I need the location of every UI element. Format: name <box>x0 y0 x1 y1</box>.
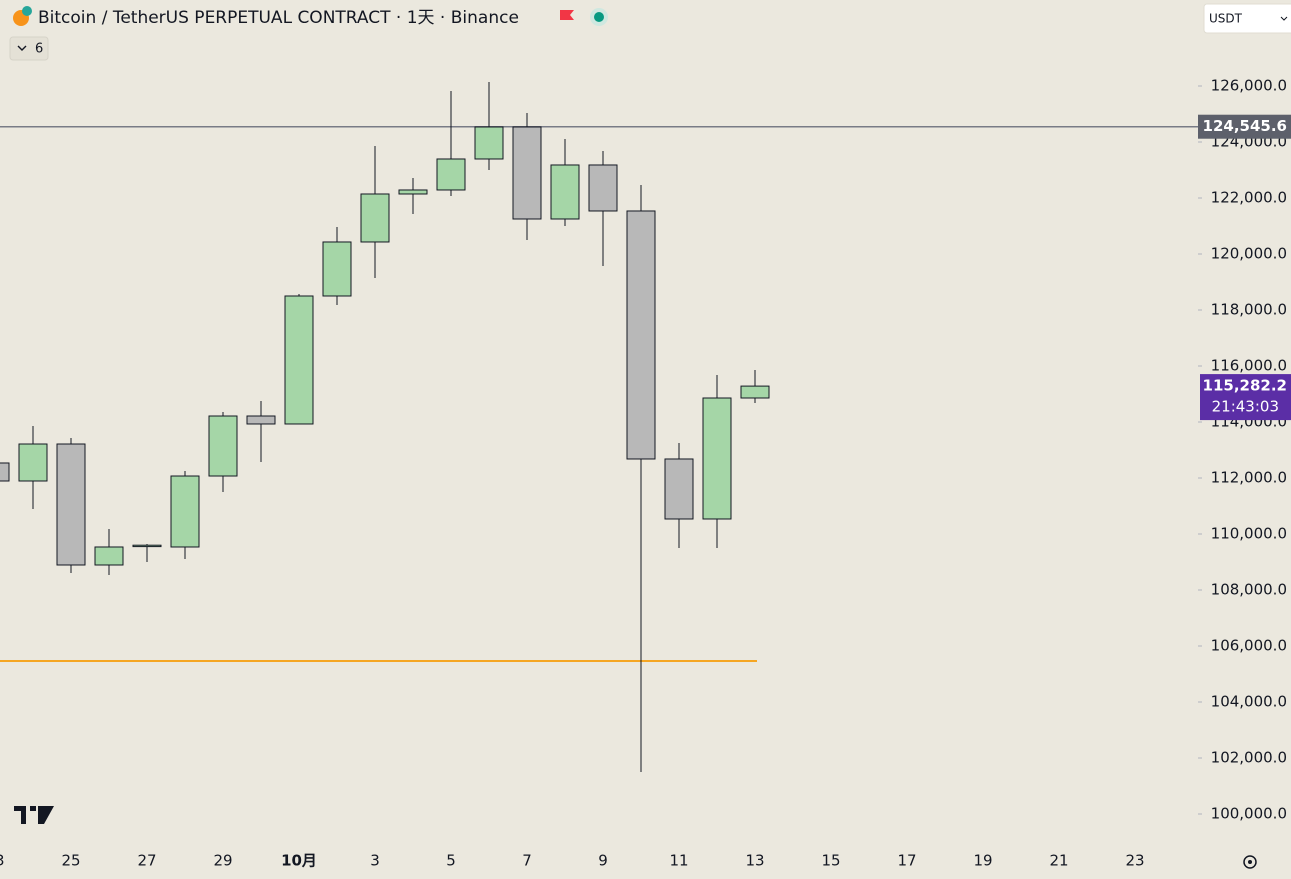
logo[interactable] <box>14 806 54 824</box>
x-tick-label: 25 <box>61 852 80 870</box>
x-tick-label: 21 <box>1049 852 1068 870</box>
y-tick-label: 122,000.0 <box>1211 188 1287 206</box>
candle-body <box>550 164 580 220</box>
y-tick-label: 104,000.0 <box>1211 693 1287 711</box>
candle-body <box>664 458 694 520</box>
x-tick-label: 15 <box>821 852 840 870</box>
y-tick-label: 110,000.0 <box>1211 524 1287 542</box>
chevron <box>17 45 27 51</box>
countdown: 21:43:03 <box>1212 398 1279 416</box>
x-tick-label: 19 <box>973 852 992 870</box>
status-dot <box>594 12 604 22</box>
currency-select[interactable] <box>1203 3 1291 34</box>
x-tick-label: 10月 <box>281 852 317 870</box>
candle-body <box>94 546 124 566</box>
coin-icon-badge <box>22 6 32 16</box>
chevron <box>1280 16 1288 21</box>
y-tick-label: 120,000.0 <box>1211 244 1287 262</box>
x-tick-label: 23 <box>1125 852 1144 870</box>
x-tick-label: 13 <box>745 852 764 870</box>
y-tick-label: 118,000.0 <box>1211 300 1287 318</box>
candle-body <box>322 241 352 297</box>
x-tick-label: 17 <box>897 852 916 870</box>
candle-body <box>170 475 200 548</box>
candle-body <box>436 158 466 191</box>
candle-body <box>0 462 10 482</box>
candle-body <box>588 164 618 212</box>
settings-icon-center <box>1248 860 1252 864</box>
last-price-label: 115,282.2 <box>1203 377 1287 395</box>
candle-body <box>246 415 276 425</box>
x-tick-label: 11 <box>669 852 688 870</box>
candle-body <box>512 126 542 220</box>
indicator-toggle[interactable] <box>9 36 49 61</box>
candle-body <box>208 415 238 477</box>
settings-icon[interactable] <box>1243 855 1257 869</box>
candle-body <box>626 210 656 460</box>
y-tick-label: 112,000.0 <box>1211 468 1287 486</box>
price-line-label: 124,545.6 <box>1203 117 1287 135</box>
candle-body <box>56 443 86 566</box>
plot-area: 23 25 27 29 10月 3 5 7 9 11 13 15 17 19 21 23 <box>0 81 1198 870</box>
y-tick-label: 126,000.0 <box>1211 76 1287 94</box>
x-tick-label: 3 <box>370 852 380 870</box>
candle-body <box>740 385 770 399</box>
x-tick-label: 7 <box>522 852 532 870</box>
candle-body <box>18 443 48 482</box>
indicator-count: 6 <box>35 42 43 57</box>
flag-icon[interactable] <box>560 10 574 20</box>
symbol-title[interactable]: Bitcoin / TetherUS PERPETUAL CONTRACT · … <box>38 8 519 28</box>
candle-body <box>284 295 314 425</box>
candle-body <box>398 189 428 195</box>
y-tick-label: 108,000.0 <box>1211 580 1287 598</box>
x-tick-label: 29 <box>213 852 232 870</box>
y-tick-label: 100,000.0 <box>1211 805 1287 823</box>
last-price-tag <box>1200 374 1291 421</box>
x-tick-label: 23 <box>0 852 5 870</box>
y-tick-label: 116,000.0 <box>1211 356 1287 374</box>
candle-body <box>474 126 504 160</box>
candle-body <box>702 397 732 520</box>
y-tick-label: 106,000.0 <box>1211 637 1287 655</box>
candle-body <box>360 193 390 243</box>
x-tick-label: 9 <box>598 852 608 870</box>
x-tick-label: 27 <box>137 852 156 870</box>
x-tick-label: 5 <box>446 852 456 870</box>
price-line-tag <box>1198 114 1291 139</box>
currency: USDT <box>1209 12 1243 26</box>
price-axis: 100,000.0 102,000.0 104,000.0 106,000.0 108,… <box>1198 76 1291 823</box>
candle-body <box>132 544 162 548</box>
y-tick-label: 102,000.0 <box>1211 749 1287 767</box>
